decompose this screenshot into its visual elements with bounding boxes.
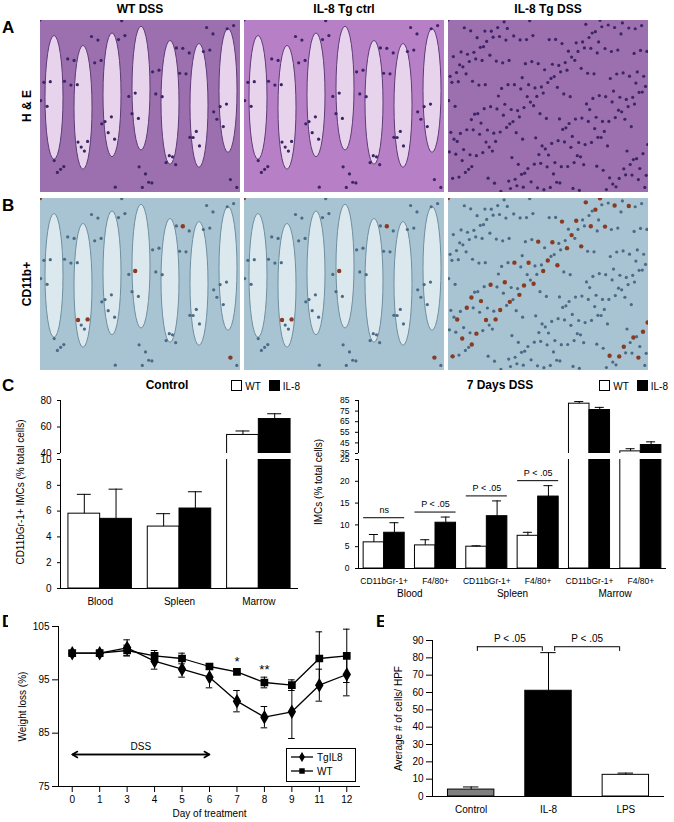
html-text:IMCs (% total cells): IMCs (% total cells) xyxy=(313,438,324,526)
html-text:Control: Control xyxy=(145,378,189,392)
svg-text:F4/80+: F4/80+ xyxy=(422,576,449,586)
svg-text:85: 85 xyxy=(38,727,50,738)
svg-text:8: 8 xyxy=(262,794,268,805)
svg-text:60: 60 xyxy=(40,421,52,432)
html-text:WT: WT xyxy=(245,381,261,392)
svg-text:Spleen: Spleen xyxy=(497,588,528,599)
svg-text:F4/80+: F4/80+ xyxy=(627,576,654,586)
svg-text:0: 0 xyxy=(345,563,350,573)
html-text:CD11b+: CD11b+ xyxy=(20,261,34,307)
svg-text:P < .05: P < .05 xyxy=(571,633,603,644)
svg-text:Day of treatment: Day of treatment xyxy=(173,808,247,819)
svg-text:P < .05: P < .05 xyxy=(494,633,526,644)
svg-text:20: 20 xyxy=(340,476,350,486)
svg-text:Marrow: Marrow xyxy=(242,596,276,607)
svg-text:0: 0 xyxy=(69,794,75,805)
html-text:E: E xyxy=(376,612,388,631)
svg-text:7: 7 xyxy=(234,794,240,805)
svg-text:50: 50 xyxy=(412,704,424,715)
svg-text:6: 6 xyxy=(207,794,213,805)
html-text:CD11bGr-1+ IMCs (% total cells: CD11bGr-1+ IMCs (% total cells) xyxy=(15,419,26,565)
svg-text:CD11bGr-1+: CD11bGr-1+ xyxy=(463,576,511,586)
svg-text:4: 4 xyxy=(152,794,158,805)
html-text:7 Days DSS: 7 Days DSS xyxy=(466,378,534,392)
svg-text:CD11bGr-1+: CD11bGr-1+ xyxy=(566,576,614,586)
svg-text:0: 0 xyxy=(418,791,424,802)
svg-text:5: 5 xyxy=(345,541,350,551)
svg-text:10: 10 xyxy=(412,773,424,784)
html-text:TgIL8: TgIL8 xyxy=(317,752,343,763)
svg-text:80: 80 xyxy=(412,652,424,663)
svg-text:9: 9 xyxy=(289,794,295,805)
html-text:H & E: H & E xyxy=(20,90,34,122)
html-text:IL-8 Tg DSS: IL-8 Tg DSS xyxy=(514,2,582,16)
svg-text:Marrow: Marrow xyxy=(598,588,632,599)
svg-text:60: 60 xyxy=(412,687,424,698)
svg-text:P < .05: P < .05 xyxy=(421,499,450,509)
svg-text:40: 40 xyxy=(412,721,424,732)
svg-text:65: 65 xyxy=(340,416,350,426)
svg-text:IL-8: IL-8 xyxy=(540,804,558,815)
svg-text:*: * xyxy=(234,654,239,669)
svg-text:Control: Control xyxy=(455,804,487,815)
svg-text:11: 11 xyxy=(314,794,325,805)
svg-text:85: 85 xyxy=(340,395,350,405)
svg-text:55: 55 xyxy=(340,427,350,437)
svg-text:DSS: DSS xyxy=(131,741,152,752)
svg-text:Weight loss (%): Weight loss (%) xyxy=(17,672,28,742)
svg-text:Average # of cells/ HPF: Average # of cells/ HPF xyxy=(393,666,404,771)
svg-text:P < .05: P < .05 xyxy=(473,483,502,493)
svg-text:10: 10 xyxy=(340,520,350,530)
svg-text:0: 0 xyxy=(46,583,52,594)
svg-text:ns: ns xyxy=(379,505,389,515)
svg-text:75: 75 xyxy=(38,781,50,792)
svg-text:12: 12 xyxy=(341,794,353,805)
svg-text:45: 45 xyxy=(340,438,350,448)
svg-text:4: 4 xyxy=(46,531,52,542)
svg-text:6: 6 xyxy=(46,505,52,516)
svg-text:LPS: LPS xyxy=(616,804,635,815)
html-text:IL-8 Tg ctrl: IL-8 Tg ctrl xyxy=(313,2,375,16)
svg-text:CD11bGr-1+: CD11bGr-1+ xyxy=(360,576,408,586)
svg-text:20: 20 xyxy=(412,756,424,767)
svg-text:10: 10 xyxy=(40,454,52,465)
svg-text:25: 25 xyxy=(340,454,350,464)
svg-text:3: 3 xyxy=(124,794,130,805)
svg-text:5: 5 xyxy=(179,794,185,805)
svg-text:P < .05: P < .05 xyxy=(524,468,553,478)
svg-text:90: 90 xyxy=(412,635,424,646)
svg-text:Spleen: Spleen xyxy=(164,596,195,607)
svg-text:95: 95 xyxy=(38,674,50,685)
svg-text:30: 30 xyxy=(412,739,424,750)
html-text:D: D xyxy=(2,612,15,631)
html-text:A: A xyxy=(2,18,15,37)
svg-text:1: 1 xyxy=(97,794,103,805)
svg-text:70: 70 xyxy=(412,669,424,680)
svg-text:15: 15 xyxy=(340,498,350,508)
html-text:WT DSS: WT DSS xyxy=(116,2,164,16)
svg-text:80: 80 xyxy=(40,395,52,406)
svg-text:2: 2 xyxy=(46,557,52,568)
svg-text:**: ** xyxy=(259,662,269,677)
svg-text:Blood: Blood xyxy=(397,588,423,599)
svg-text:35: 35 xyxy=(340,448,350,459)
html-text:IL-8: IL-8 xyxy=(282,381,300,392)
html-text:C: C xyxy=(2,376,15,395)
html-text:B: B xyxy=(2,196,15,215)
html-text:IL-8: IL-8 xyxy=(650,381,668,392)
html-text:WT: WT xyxy=(613,381,629,392)
svg-text:75: 75 xyxy=(340,406,350,416)
html-text:WT: WT xyxy=(317,766,333,777)
svg-text:105: 105 xyxy=(33,621,50,632)
svg-text:Blood: Blood xyxy=(87,596,113,607)
svg-text:8: 8 xyxy=(46,480,52,491)
svg-text:F4/80+: F4/80+ xyxy=(525,576,552,586)
